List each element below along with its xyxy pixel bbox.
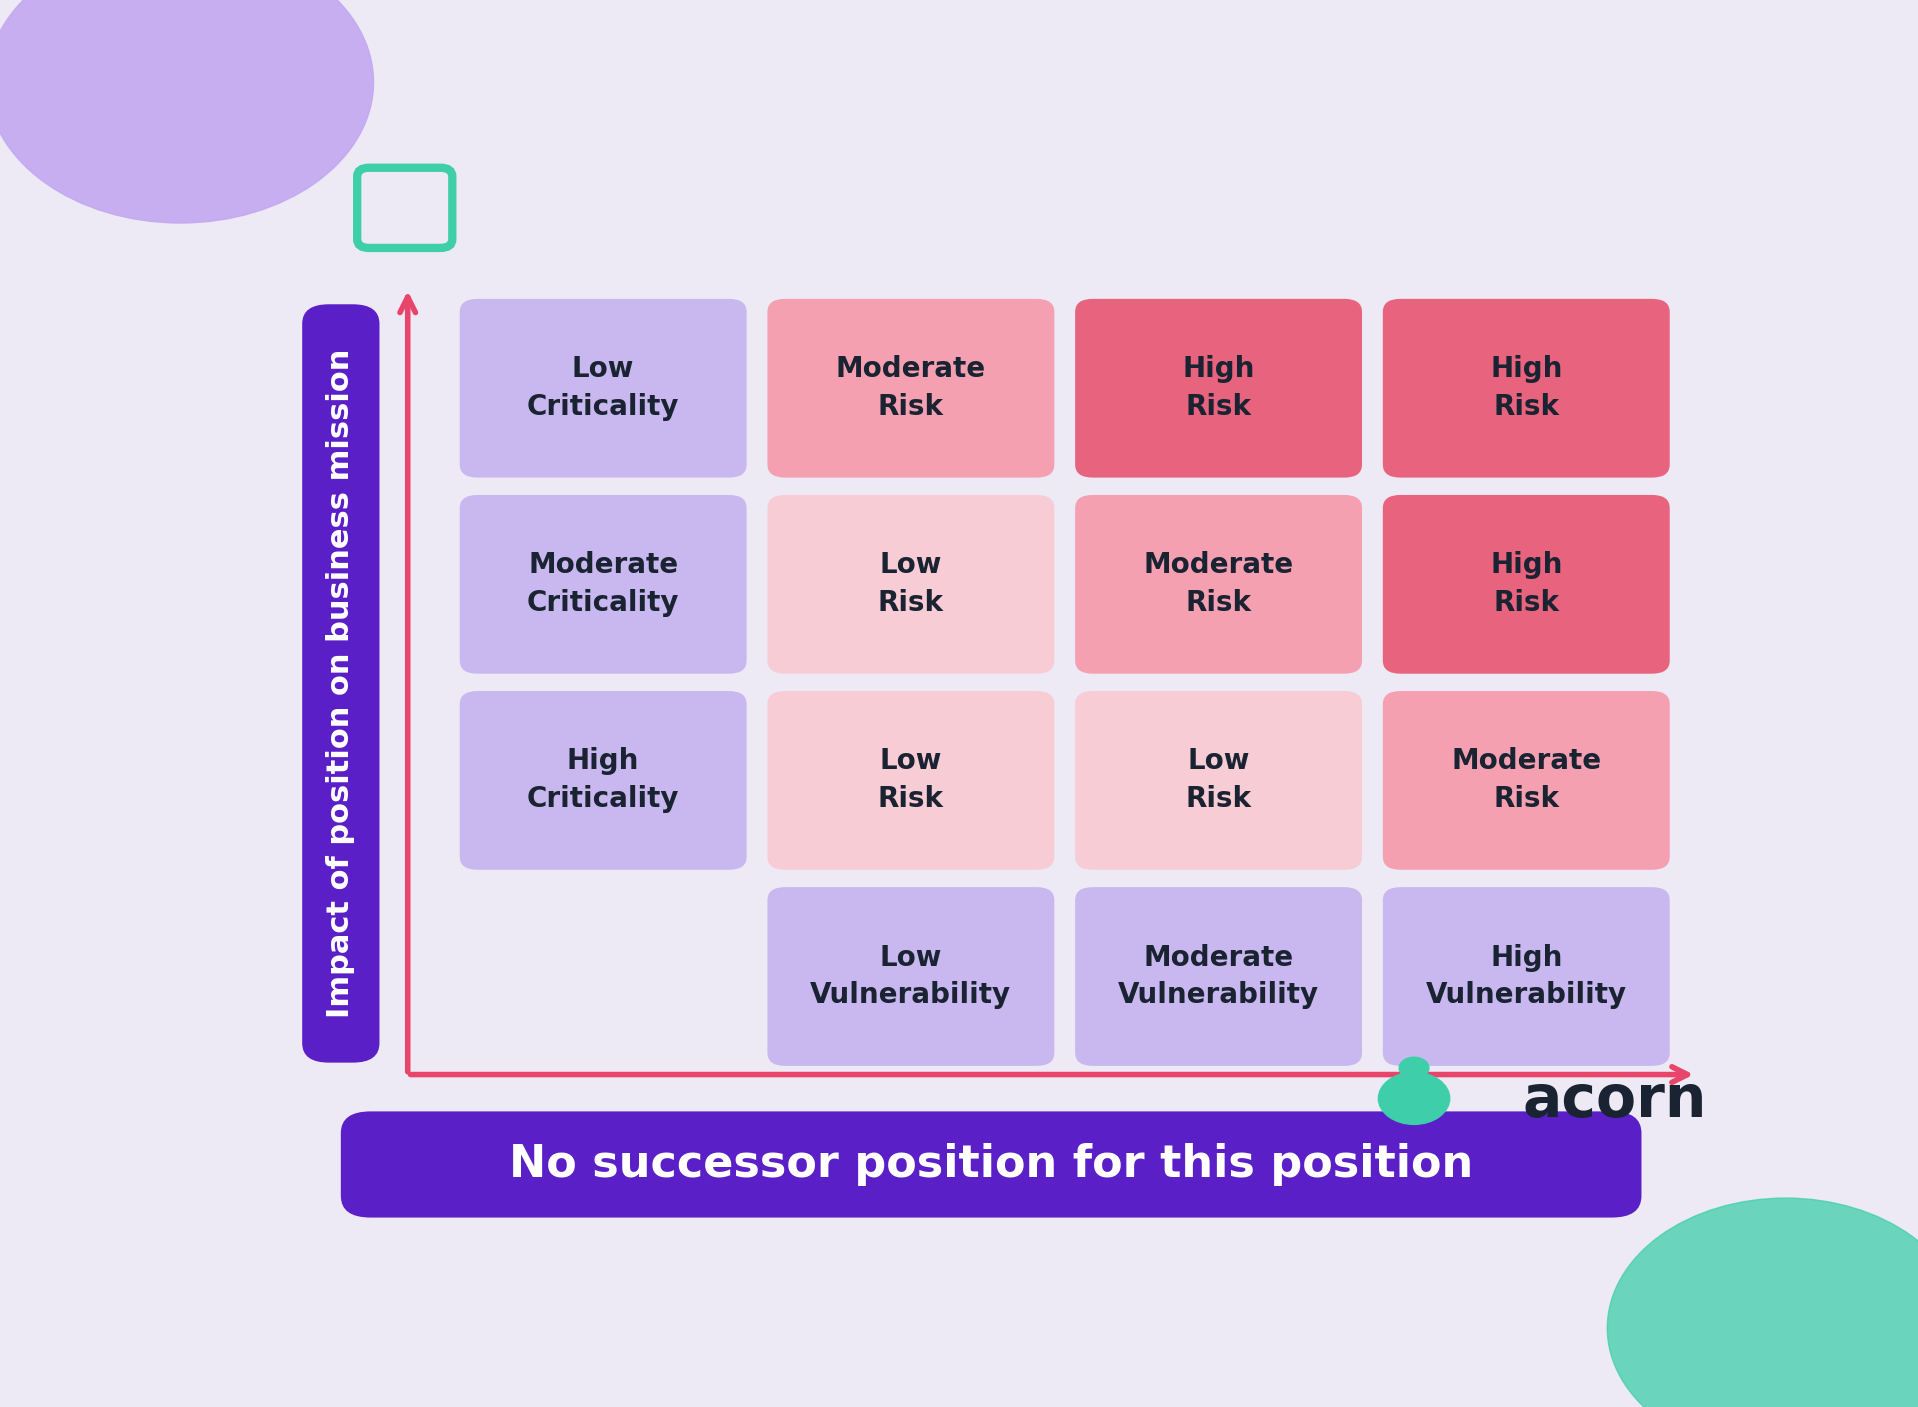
FancyBboxPatch shape (767, 691, 1055, 870)
Text: Low
Risk: Low Risk (1185, 747, 1252, 813)
Text: High
Risk: High Risk (1181, 356, 1254, 421)
FancyBboxPatch shape (1383, 691, 1671, 870)
FancyBboxPatch shape (460, 495, 746, 674)
FancyBboxPatch shape (341, 1112, 1642, 1217)
Text: High
Risk: High Risk (1490, 356, 1563, 421)
Text: Low
Criticality: Low Criticality (527, 356, 679, 421)
FancyBboxPatch shape (460, 298, 746, 477)
Text: High
Criticality: High Criticality (527, 747, 679, 813)
Text: Moderate
Risk: Moderate Risk (1143, 552, 1293, 618)
Circle shape (1607, 1199, 1918, 1407)
Text: High
Vulnerability: High Vulnerability (1425, 944, 1626, 1009)
Text: Impact of position on business mission: Impact of position on business mission (326, 349, 355, 1019)
FancyBboxPatch shape (1383, 298, 1671, 477)
Text: Moderate
Risk: Moderate Risk (1452, 747, 1602, 813)
FancyBboxPatch shape (1383, 888, 1671, 1067)
Circle shape (0, 0, 374, 222)
FancyBboxPatch shape (767, 888, 1055, 1067)
Text: Low
Vulnerability: Low Vulnerability (809, 944, 1011, 1009)
FancyBboxPatch shape (303, 304, 380, 1062)
FancyBboxPatch shape (1076, 495, 1362, 674)
FancyBboxPatch shape (1076, 691, 1362, 870)
Circle shape (1379, 1072, 1450, 1124)
Circle shape (1400, 1057, 1429, 1079)
FancyBboxPatch shape (767, 495, 1055, 674)
Text: acorn: acorn (1523, 1072, 1707, 1128)
Text: Moderate
Risk: Moderate Risk (836, 356, 986, 421)
FancyBboxPatch shape (1076, 888, 1362, 1067)
FancyBboxPatch shape (1076, 298, 1362, 477)
Text: Low
Risk: Low Risk (878, 747, 944, 813)
Text: No successor position for this position: No successor position for this position (508, 1142, 1473, 1186)
Text: Moderate
Vulnerability: Moderate Vulnerability (1118, 944, 1320, 1009)
Text: High
Risk: High Risk (1490, 552, 1563, 618)
FancyBboxPatch shape (767, 298, 1055, 477)
Text: Moderate
Criticality: Moderate Criticality (527, 552, 679, 618)
FancyBboxPatch shape (460, 691, 746, 870)
Text: Low
Risk: Low Risk (878, 552, 944, 618)
FancyBboxPatch shape (1383, 495, 1671, 674)
